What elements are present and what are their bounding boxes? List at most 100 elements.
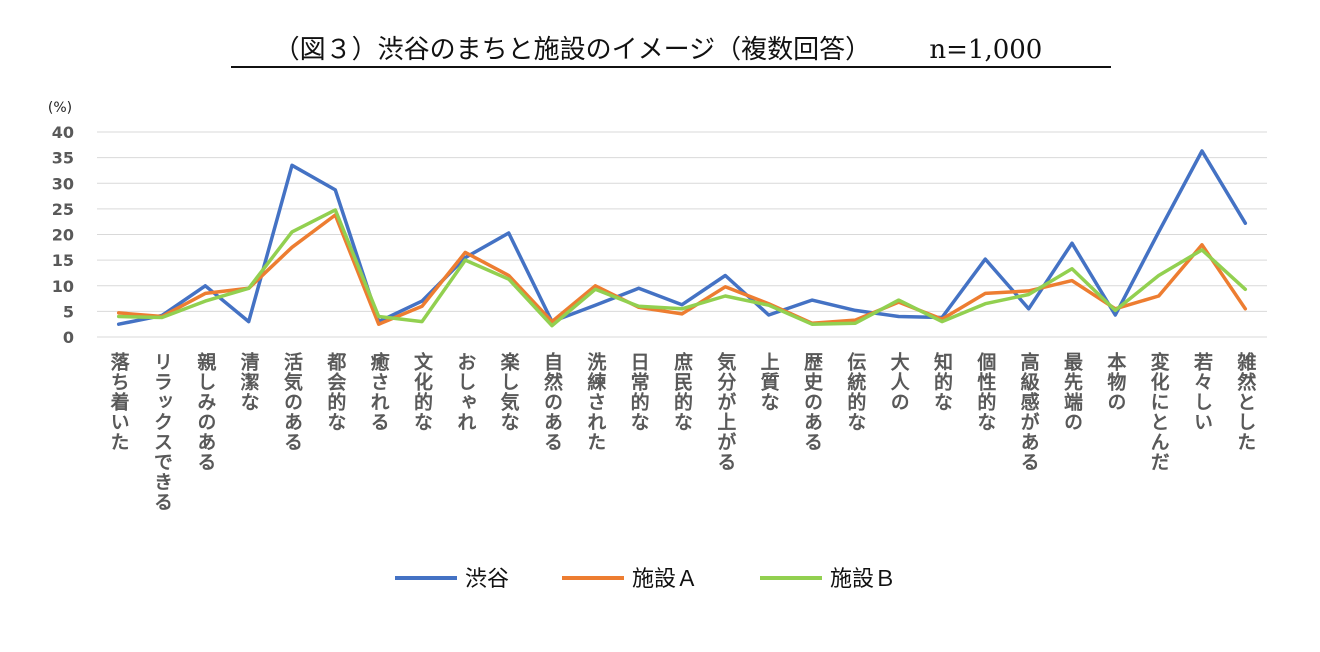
data-point (377, 315, 381, 319)
data-point (637, 286, 641, 290)
category-label: 雑然とした (1234, 351, 1257, 452)
legend-item: 渋谷 (395, 567, 509, 592)
data-point (333, 208, 337, 212)
category-label: 大人の (888, 351, 910, 412)
category-label: 上質な (758, 352, 780, 412)
data-point (290, 230, 294, 234)
legend-label: 施設Ｂ (830, 567, 896, 592)
data-point (117, 311, 121, 315)
series-2 (116, 208, 1248, 328)
category-label: 洗練された (584, 351, 606, 452)
category-label: 気分が上がる (714, 351, 736, 472)
data-point (1070, 241, 1074, 245)
y-tick-label: 30 (52, 174, 74, 193)
series-0 (116, 149, 1248, 326)
data-point (1200, 248, 1204, 252)
y-tick-labels: 0 5 10 15 20 25 30 35 40 (52, 123, 74, 347)
data-point (1157, 294, 1161, 298)
category-label: おしゃれ (454, 352, 476, 432)
series-line (116, 213, 1248, 326)
data-point (420, 320, 424, 324)
data-point (940, 320, 944, 324)
category-label: リラックスできる (151, 352, 173, 512)
chart-title: （図３）渋谷のまちと施設のイメージ（複数回答） n=1,000 (274, 35, 1043, 65)
data-point (507, 277, 511, 281)
data-point (723, 274, 727, 278)
category-labels: 落ち着いた リラックスできる 親しみのある 清潔な 活気のある 都会的な 癒される 文化的なお… (108, 351, 1257, 512)
data-point (247, 320, 251, 324)
data-point (550, 324, 554, 328)
data-point (1157, 274, 1161, 278)
data-point (983, 291, 987, 295)
category-label: 庶民的な (671, 351, 693, 432)
data-point (247, 286, 251, 290)
data-point (1113, 313, 1117, 317)
data-point (507, 231, 511, 235)
data-point (377, 322, 381, 326)
legend-label: 渋谷 (465, 567, 509, 592)
data-point (1243, 287, 1247, 291)
data-point (983, 302, 987, 306)
series-line (116, 149, 1248, 326)
category-label: 個性的な (974, 352, 997, 432)
category-label: 活気のある (281, 351, 303, 452)
data-point (1113, 308, 1117, 312)
data-point (420, 304, 424, 308)
y-tick-label: 25 (52, 200, 74, 219)
data-point (117, 315, 121, 319)
data-point (117, 322, 121, 326)
data-point (637, 304, 641, 308)
sample-size: n=1,000 (929, 35, 1042, 65)
data-point (1200, 243, 1204, 247)
data-point (983, 257, 987, 261)
data-point (593, 287, 597, 291)
category-label: 知的な (931, 351, 953, 412)
data-point (767, 303, 771, 307)
data-point (680, 307, 684, 311)
category-label: 癒される (368, 351, 390, 432)
data-point (1243, 221, 1247, 225)
y-tick-label: 10 (52, 277, 74, 296)
legend-item: 施設Ａ (562, 567, 698, 592)
data-point (853, 321, 857, 325)
category-label: 自然のある (541, 351, 563, 452)
category-label: 落ち着いた (108, 351, 130, 452)
data-point (290, 163, 294, 167)
data-point (680, 303, 684, 307)
data-point (1243, 307, 1247, 311)
category-label: 変化にとんだ (1148, 351, 1170, 472)
y-tick-label: 5 (63, 302, 74, 321)
legend-label: 施設Ａ (632, 567, 698, 592)
series-1 (116, 213, 1248, 326)
category-label: 若々しい (1191, 351, 1213, 432)
legend-item: 施設Ｂ (760, 567, 896, 592)
category-label: 楽し気な (498, 351, 520, 432)
series-line (116, 208, 1248, 328)
y-tick-label: 0 (63, 328, 74, 347)
data-point (333, 188, 337, 192)
chart-title-main: （図３）渋谷のまちと施設のイメージ（複数回答） (274, 35, 871, 65)
data-point (723, 294, 727, 298)
category-label: 最先端の (1061, 352, 1083, 432)
data-point (1200, 149, 1204, 153)
data-point (767, 313, 771, 317)
data-point (463, 258, 467, 262)
y-axis-unit: (%) (48, 100, 72, 116)
data-point (810, 298, 814, 302)
data-point (723, 285, 727, 289)
data-point (290, 245, 294, 249)
category-label: 歴史のある (801, 352, 823, 452)
y-tick-label: 40 (52, 123, 74, 142)
data-point (897, 315, 901, 319)
legend: 渋谷 施設Ａ 施設Ｂ (395, 567, 896, 592)
category-label: 伝統的な (844, 352, 866, 432)
data-point (203, 299, 207, 303)
data-point (1027, 307, 1031, 311)
data-point (1027, 292, 1031, 296)
y-tick-label: 15 (52, 251, 74, 270)
data-point (593, 284, 597, 288)
data-point (1070, 267, 1074, 271)
category-label: 親しみのある (194, 351, 216, 472)
data-point (897, 298, 901, 302)
